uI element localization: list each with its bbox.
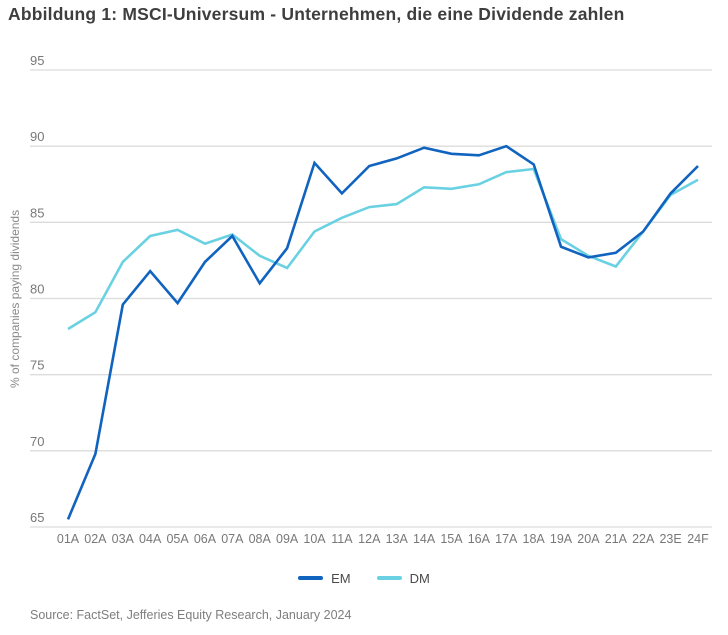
x-tick-label: 16A: [468, 532, 491, 546]
dm-line-swatch-icon: [376, 576, 402, 580]
x-tick-label: 23E: [659, 532, 681, 546]
chart-title: Abbildung 1: MSCI-Universum - Unternehme…: [8, 4, 625, 24]
y-tick-label: 85: [30, 205, 44, 220]
x-tick-label: 21A: [605, 532, 628, 546]
x-tick-label: 15A: [440, 532, 463, 546]
x-tick-label: 02A: [84, 532, 107, 546]
y-tick-label: 95: [30, 53, 44, 68]
x-tick-label: 03A: [112, 532, 135, 546]
y-tick-label: 70: [30, 434, 44, 449]
x-tick-label: 14A: [413, 532, 436, 546]
y-tick-label: 65: [30, 510, 44, 525]
chart-legend: EM DM: [0, 568, 728, 588]
x-tick-label: 18A: [523, 532, 546, 546]
x-tick-label: 13A: [386, 532, 409, 546]
x-tick-label: 06A: [194, 532, 217, 546]
y-tick-label: 90: [30, 129, 44, 144]
x-tick-label: 04A: [139, 532, 162, 546]
x-tick-label: 12A: [358, 532, 381, 546]
x-tick-label: 19A: [550, 532, 573, 546]
x-tick-label: 01A: [57, 532, 80, 546]
series-line-em: [66, 144, 699, 520]
x-tick-label: 22A: [632, 532, 655, 546]
series-line-dm: [67, 167, 699, 331]
x-tick-label: 05A: [166, 532, 189, 546]
x-tick-label: 11A: [331, 532, 353, 546]
y-axis-label: % of companies paying dividends: [8, 209, 22, 388]
legend-item-dm: DM: [376, 570, 430, 586]
y-tick-label: 75: [30, 358, 44, 373]
source-note: Source: FactSet, Jefferies Equity Resear…: [30, 608, 352, 622]
x-tick-label: 07A: [221, 532, 244, 546]
x-tick-label: 08A: [249, 532, 272, 546]
x-tick-label: 17A: [495, 532, 518, 546]
legend-label-em: EM: [331, 570, 351, 586]
x-tick-label: 09A: [276, 532, 299, 546]
x-tick-label: 20A: [577, 532, 600, 546]
x-tick-label: 10A: [303, 532, 326, 546]
legend-label-dm: DM: [409, 570, 430, 586]
x-tick-label: 24F: [687, 532, 709, 546]
legend-item-em: EM: [298, 571, 351, 586]
em-line-swatch-icon: [298, 576, 324, 580]
y-tick-label: 80: [30, 282, 44, 297]
